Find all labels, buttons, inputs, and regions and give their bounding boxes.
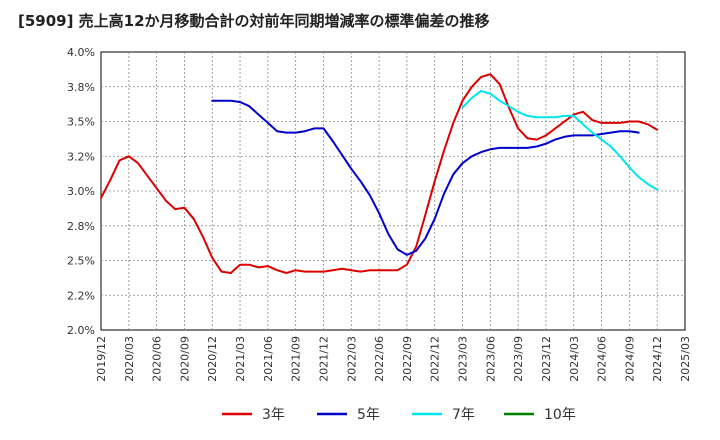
x-tick-label: 2022/06 [373,336,386,382]
y-tick-label: 4.0% [67,46,95,59]
x-tick-label: 2020/06 [151,336,164,382]
x-tick-label: 2025/03 [679,336,692,382]
x-tick-label: 2022/09 [401,336,414,382]
x-tick-label: 2022/03 [345,336,358,382]
legend-label: 5年 [357,407,380,423]
x-tick-label: 2021/03 [234,336,247,382]
x-tick-label: 2023/12 [540,336,553,382]
x-tick-label: 2024/06 [596,336,609,382]
x-tick-label: 2020/12 [206,336,219,382]
x-tick-label: 2021/09 [290,336,303,382]
x-tick-label: 2019/12 [95,336,108,382]
legend-label: 10年 [544,407,576,423]
x-axis: 2019/12 2020/03 2020/06 2020/09 2020/12 2021/… [95,336,692,382]
x-tick-label: 2024/03 [568,336,581,382]
x-tick-label: 2020/09 [178,336,191,382]
y-tick-label: 3.5% [67,116,95,129]
x-tick-label: 2024/12 [651,336,664,382]
x-tick-label: 2020/03 [123,336,136,382]
y-tick-label: 3.2% [67,150,95,163]
x-tick-label: 2023/06 [484,336,497,382]
y-tick-label: 3.0% [67,185,95,198]
legend-label: 7年 [452,407,475,423]
x-tick-label: 2022/12 [429,336,442,382]
x-tick-label: 2023/09 [512,336,525,382]
series-line-7年 [461,89,659,191]
chart-title: [5909] 売上高12か月移動合計の対前年同期増減率の標準偏差の推移 [18,12,490,30]
series-lines [100,73,659,274]
y-tick-label: 3.8% [67,81,95,94]
y-tick-label: 2.5% [67,255,95,268]
y-tick-label: 2.0% [67,324,95,337]
x-tick-label: 2023/03 [457,336,470,382]
x-tick-label: 2021/06 [262,336,275,382]
y-tick-label: 2.2% [67,289,95,302]
y-tick-label: 2.8% [67,220,95,233]
series-line-3年 [100,73,659,274]
legend-label: 3年 [262,407,285,423]
x-tick-label: 2021/12 [317,336,330,382]
series-line-5年 [211,99,640,256]
y-axis: 4.0% 3.8% 3.5% 3.2% 3.0% 2.8% 2.5% 2.2% 2.0% [67,46,95,337]
legend: 3年 5年 7年 10年 [222,407,576,423]
x-tick-label: 2024/09 [623,336,636,382]
